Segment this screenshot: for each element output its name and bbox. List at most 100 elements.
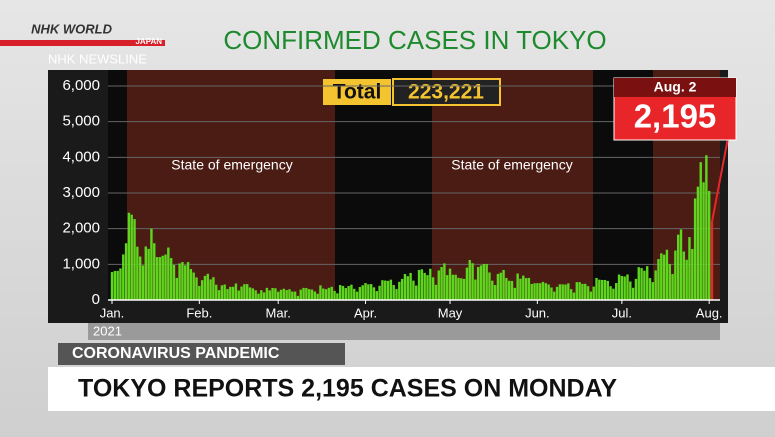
bar	[358, 287, 362, 300]
bar	[482, 263, 486, 300]
bar	[150, 228, 153, 300]
bar	[215, 284, 218, 300]
bar	[403, 273, 407, 300]
bar	[662, 254, 666, 300]
bar	[631, 287, 635, 300]
bar	[682, 251, 686, 300]
bar	[586, 286, 590, 300]
bar	[468, 260, 471, 300]
bar	[184, 265, 187, 300]
bar	[612, 288, 615, 300]
bar	[116, 270, 119, 300]
bar	[592, 286, 595, 300]
bar	[524, 278, 528, 300]
total-value: 223,221	[408, 81, 484, 104]
bar	[595, 277, 598, 300]
bar	[699, 162, 702, 300]
x-tick-label: Mar.	[266, 305, 291, 320]
bar	[313, 291, 317, 300]
bar	[355, 291, 359, 300]
x-tick-label: Jan.	[100, 305, 125, 320]
bar	[322, 288, 325, 300]
annotation: State of emergency	[171, 157, 292, 173]
bar	[693, 198, 697, 300]
bar	[671, 274, 674, 300]
bar	[426, 275, 429, 300]
bar	[395, 289, 398, 300]
bar	[471, 263, 474, 300]
bar	[237, 290, 240, 300]
bar	[231, 286, 235, 300]
bar	[431, 277, 435, 300]
bar	[499, 272, 502, 300]
y-tick-label: 3,000	[62, 184, 100, 201]
x-tick-label: Jul.	[612, 305, 632, 320]
bar	[705, 155, 708, 300]
bar	[598, 279, 601, 300]
bar	[138, 256, 142, 300]
bar	[178, 263, 181, 300]
bar	[265, 287, 269, 300]
bar	[386, 280, 390, 300]
y-tick-label: 2,000	[62, 220, 100, 237]
bar	[243, 284, 246, 300]
bar	[603, 279, 607, 300]
bar	[615, 283, 618, 300]
bar	[581, 283, 584, 300]
bar	[626, 274, 629, 300]
callout-line	[711, 137, 729, 222]
bar	[279, 289, 283, 300]
bar	[353, 288, 356, 300]
bar	[451, 274, 455, 300]
program-name: NHK NEWSLINE	[48, 51, 147, 66]
bar	[364, 283, 367, 300]
bar	[654, 270, 657, 300]
bar	[488, 272, 491, 300]
bar	[206, 273, 209, 300]
bar	[462, 278, 466, 300]
bar	[169, 258, 173, 300]
bar	[257, 293, 260, 300]
x-tick-label: May	[438, 305, 463, 320]
bar	[217, 290, 221, 300]
bar	[600, 279, 604, 300]
bar	[553, 291, 556, 300]
y-tick-label: 4,000	[62, 148, 100, 165]
bar	[141, 265, 145, 300]
bar	[305, 288, 308, 300]
bar	[293, 291, 297, 300]
bar	[251, 288, 255, 300]
bar	[113, 270, 117, 300]
bar	[350, 284, 353, 300]
bar	[229, 286, 232, 300]
bar	[400, 278, 404, 300]
bar	[555, 286, 559, 300]
total-box	[392, 78, 501, 106]
year-strip	[88, 323, 720, 340]
bar	[181, 262, 184, 300]
logo-sub: JAPAN	[135, 37, 162, 46]
bar	[660, 253, 663, 300]
bar	[547, 284, 550, 300]
bar	[657, 259, 660, 300]
bar	[454, 274, 457, 300]
bar	[299, 289, 302, 300]
bar	[584, 283, 587, 300]
bar	[457, 277, 460, 300]
bar	[536, 283, 539, 300]
bar	[561, 284, 564, 300]
bar	[522, 275, 525, 300]
y-tick-label: 6,000	[62, 77, 100, 94]
bar	[479, 265, 483, 300]
callout-head	[614, 78, 736, 97]
bar	[124, 243, 128, 300]
bar	[361, 285, 364, 300]
bar	[189, 269, 193, 300]
bar	[212, 277, 215, 300]
bar	[248, 287, 252, 300]
headline: TOKYO REPORTS 2,195 CASES ON MONDAY	[78, 375, 617, 403]
bar	[375, 291, 378, 300]
emergency-band	[432, 70, 593, 300]
x-tick-label: Jun.	[525, 305, 550, 320]
